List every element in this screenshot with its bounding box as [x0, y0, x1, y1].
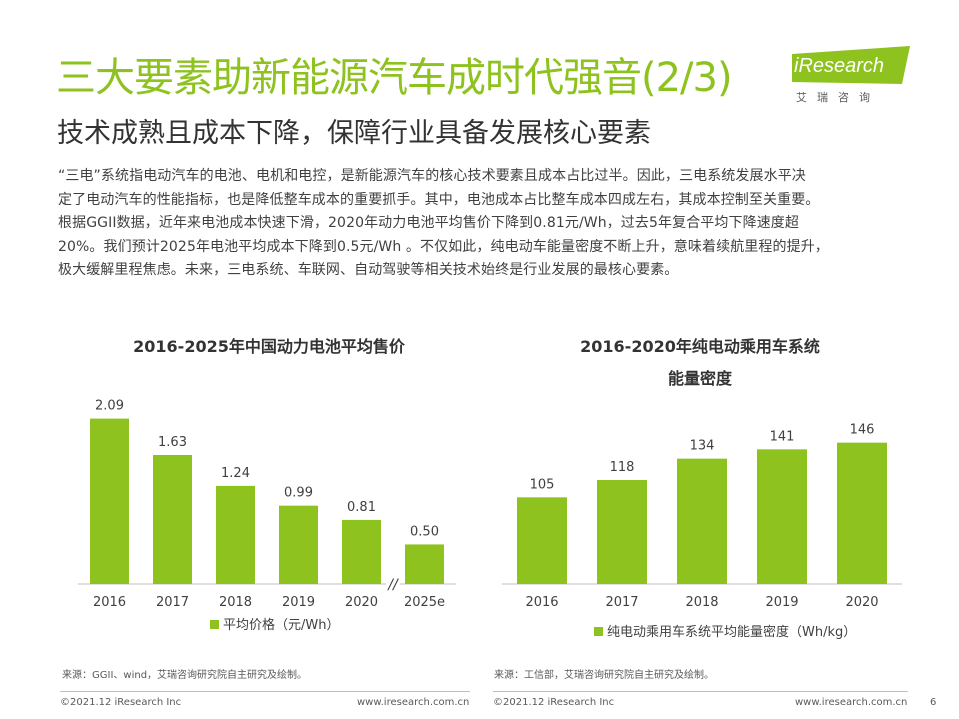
data-label-2020: 146 [850, 423, 875, 438]
body-line: 20%。我们预计2025年电池平均成本下降到0.5元/Wh 。不仅如此，纯电动车… [58, 238, 829, 255]
footer-url-right[interactable]: www.iresearch.com.cn [795, 697, 908, 708]
page-subtitle: 技术成熟且成本下降，保障行业具备发展核心要素 [57, 118, 651, 149]
chart1-legend-label: 平均价格（元/Wh） [223, 618, 340, 633]
data-label-2018: 1.24 [221, 466, 250, 481]
x-tick-label-2016: 2016 [93, 595, 126, 610]
body-line: “三电”系统指电动汽车的电池、电机和电控，是新能源汽车的核心技术要素且成本占比过… [58, 168, 806, 184]
data-label-2019: 0.99 [284, 486, 313, 501]
footer-copyright-right: ©2021.12 iResearch Inc [493, 697, 615, 708]
footer-url-left[interactable]: www.iresearch.com.cn [357, 697, 470, 708]
data-label-2016: 2.09 [95, 399, 124, 414]
chart2-title-line2: 能量密度 [667, 369, 732, 388]
chart2-title-line1: 2016-2020年纯电动乘用车系统 [580, 337, 820, 356]
chart2-legend-label: 纯电动乘用车系统平均能量密度（Wh/kg） [607, 625, 857, 640]
bar-2016 [90, 418, 129, 584]
legend-swatch [594, 627, 603, 636]
bar-2016 [517, 497, 567, 584]
x-tick-label-2018: 2018 [219, 595, 252, 610]
chart2-title: 2016-2020年纯电动乘用车系统 能量密度 [500, 331, 900, 395]
body-line: 极大缓解里程焦虑。未来，三电系统、车联网、自动驾驶等相关技术始终是行业发展的最核… [58, 262, 679, 278]
x-tick-label-2020: 2020 [845, 595, 878, 610]
data-label-2025e: 0.50 [410, 524, 439, 539]
bar-2020 [837, 442, 887, 584]
bar-2020 [342, 519, 381, 584]
axis-break-mark: // [386, 577, 399, 593]
data-label-2018: 134 [690, 439, 715, 454]
logo-badge-shape [792, 46, 910, 84]
chart1-title: 2016-2025年中国动力电池平均售价 [133, 337, 405, 356]
bar-2019 [757, 449, 807, 584]
logo-wordmark: iResearch [794, 55, 885, 77]
footer-divider-left [60, 691, 470, 692]
bar-2018 [677, 458, 727, 584]
body-paragraph: “三电”系统指电动汽车的电池、电机和电控，是新能源汽车的核心技术要素且成本占比过… [58, 165, 920, 283]
data-label-2019: 141 [770, 429, 795, 444]
x-tick-label-2019: 2019 [765, 595, 798, 610]
data-label-2016: 105 [530, 477, 555, 492]
page-number: 6 [930, 697, 937, 708]
axis-break-gap [386, 576, 400, 592]
body-line: 定了电动汽车的性能指标，也是降低整车成本的重要抓手。其中，电池成本占比整车成本四… [58, 191, 820, 208]
source-note-right: 来源：工信部，艾瑞咨询研究院自主研究及绘制。 [494, 670, 714, 681]
chart1-legend: 平均价格（元/Wh） [210, 617, 339, 635]
legend-swatch [210, 620, 219, 629]
x-tick-label-2019: 2019 [282, 595, 315, 610]
bar-2017 [597, 480, 647, 584]
battery-price-bar-chart: 2.09 2016 1.63 2017 1.24 2018 0.99 2019 0.81 2020… [78, 399, 456, 610]
bar-2019 [279, 505, 318, 584]
bar-2025e [405, 544, 444, 584]
x-tick-label-2016: 2016 [525, 595, 558, 610]
footer-divider-right [493, 691, 908, 692]
bar-2017 [153, 455, 192, 584]
x-tick-label-2020: 2020 [345, 595, 378, 610]
x-tick-label-2018: 2018 [685, 595, 718, 610]
data-label-2017: 118 [610, 460, 635, 475]
x-tick-label-2017: 2017 [605, 595, 638, 610]
data-label-2017: 1.63 [158, 435, 187, 450]
chart2-legend: 纯电动乘用车系统平均能量密度（Wh/kg） [594, 624, 856, 642]
logo-subtext: 艾瑞咨询 [796, 91, 880, 104]
body-line: 根据GGII数据，近年来电池成本快速下滑，2020年动力电池平均售价下降到0.8… [58, 215, 799, 231]
source-note-left: 来源：GGII、wind，艾瑞咨询研究院自主研究及绘制。 [62, 670, 308, 681]
bar-2018 [216, 485, 255, 584]
iresearch-logo: iResearch 艾瑞咨询 [792, 46, 914, 108]
energy-density-bar-chart: 105 2016 118 2017 134 2018 141 2019 146 2020 [502, 423, 902, 610]
page-title: 三大要素助新能源汽车成时代强音(2/3) [56, 55, 733, 101]
x-tick-label-2017: 2017 [156, 595, 189, 610]
data-label-2020: 0.81 [347, 500, 376, 515]
x-tick-label-2025e: 2025e [404, 595, 445, 610]
footer-copyright-left: ©2021.12 iResearch Inc [60, 697, 182, 708]
